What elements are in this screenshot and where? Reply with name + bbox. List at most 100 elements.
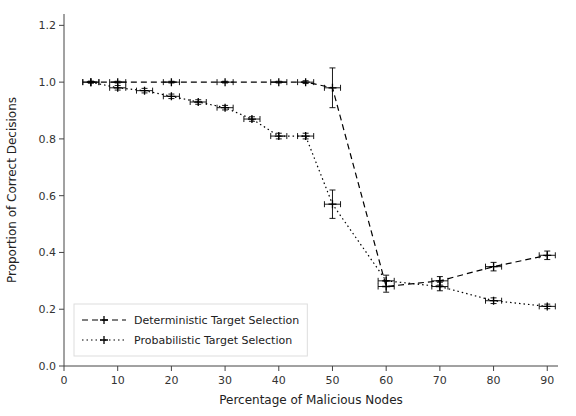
legend-label: Deterministic Target Selection	[134, 314, 299, 327]
x-tick	[117, 366, 118, 371]
point-marker	[87, 78, 95, 86]
y-tick	[59, 138, 64, 139]
x-error-bar	[136, 88, 152, 94]
x-error-bar	[244, 116, 260, 122]
point-marker	[543, 251, 551, 259]
point-marker	[328, 84, 336, 92]
series	[83, 68, 556, 292]
x-tick-label: 80	[487, 374, 501, 387]
y-tick	[59, 25, 64, 26]
x-error-bar	[163, 79, 179, 85]
x-tick	[332, 366, 333, 371]
point-marker	[87, 78, 95, 86]
y-tick	[59, 366, 64, 367]
x-error-bar	[217, 105, 233, 111]
x-tick-label: 60	[379, 374, 393, 387]
y-error-bar	[491, 262, 497, 271]
x-tick	[439, 366, 440, 371]
point-marker	[194, 98, 202, 106]
x-error-bar	[163, 93, 179, 99]
x-tick	[386, 366, 387, 371]
x-tick-label: 70	[433, 374, 447, 387]
chart: 0 10 20 30 40 50 60 70 80 90 0.0 0.2 0.4 0.6 0.8 1.0 1.2…	[0, 0, 576, 416]
x-error-bar	[378, 278, 394, 284]
y-tick	[59, 309, 64, 310]
x-error-bar	[324, 85, 340, 91]
x-tick-label: 50	[325, 374, 339, 387]
series-line	[91, 82, 547, 306]
point-marker	[114, 84, 122, 92]
x-tick-label: 40	[272, 374, 286, 387]
y-axis-label: Proportion of Correct Decisions	[5, 97, 19, 283]
y-error-bar	[329, 68, 335, 108]
point-marker	[490, 297, 498, 305]
x-error-bar	[539, 303, 555, 309]
point-marker	[221, 78, 229, 86]
x-tick	[171, 366, 172, 371]
legend: Deterministic Target Selection Probabilis…	[74, 304, 307, 356]
x-error-bar	[83, 79, 99, 85]
y-tick	[59, 195, 64, 196]
x-error-bar	[486, 264, 502, 270]
x-tick	[64, 366, 65, 371]
legend-marker	[100, 316, 108, 324]
y-tick-label: 1.2	[39, 19, 57, 32]
point-marker	[328, 200, 336, 208]
x-tick-label: 20	[164, 374, 178, 387]
series-line	[91, 82, 547, 286]
x-tick	[278, 366, 279, 371]
x-error-bar	[83, 79, 99, 85]
point-marker	[221, 104, 229, 112]
point-marker	[543, 302, 551, 310]
x-error-bar	[432, 284, 448, 290]
point-marker	[248, 115, 256, 123]
y-tick	[59, 252, 64, 253]
axes: 0 10 20 30 40 50 60 70 80 90 0.0 0.2 0.4 0.6 0.8 1.0 1.2	[39, 14, 559, 387]
series	[83, 78, 556, 310]
x-error-bar	[271, 133, 287, 139]
point-marker	[275, 132, 283, 140]
point-marker	[275, 78, 283, 86]
point-marker	[382, 277, 390, 285]
x-error-bar	[217, 79, 233, 85]
plot-area	[83, 68, 556, 310]
y-tick-label: 1.0	[39, 76, 57, 89]
legend-box	[74, 304, 307, 356]
y-tick-label: 0.0	[39, 360, 57, 373]
x-tick-label: 0	[61, 374, 68, 387]
x-error-bar	[190, 99, 206, 105]
x-tick	[493, 366, 494, 371]
point-marker	[141, 87, 149, 95]
y-tick-label: 0.2	[39, 303, 57, 316]
point-marker	[167, 92, 175, 100]
y-tick-label: 0.4	[39, 246, 57, 259]
y-tick	[59, 82, 64, 83]
point-marker	[302, 132, 310, 140]
x-tick-label: 90	[540, 374, 554, 387]
point-marker	[167, 78, 175, 86]
x-error-bar	[110, 85, 126, 91]
x-error-bar	[539, 252, 555, 258]
x-tick	[225, 366, 226, 371]
x-error-bar	[486, 298, 502, 304]
x-error-bar	[271, 79, 287, 85]
legend-marker	[100, 336, 108, 344]
point-marker	[302, 78, 310, 86]
point-marker	[436, 283, 444, 291]
x-axis-label: Percentage of Malicious Nodes	[219, 393, 403, 407]
x-tick	[547, 366, 548, 371]
point-marker	[490, 263, 498, 271]
x-error-bar	[324, 201, 340, 207]
y-error-bar	[329, 190, 335, 218]
legend-label: Probabilistic Target Selection	[134, 334, 292, 347]
x-tick-label: 10	[111, 374, 125, 387]
x-error-bar	[298, 133, 314, 139]
y-tick-label: 0.6	[39, 190, 57, 203]
y-error-bar	[437, 282, 443, 291]
y-error-bar	[544, 251, 550, 260]
y-axis-line	[64, 14, 65, 366]
x-axis-line	[64, 366, 558, 367]
y-error-bar	[383, 275, 389, 286]
x-tick-label: 30	[218, 374, 232, 387]
y-tick-label: 0.8	[39, 133, 57, 146]
